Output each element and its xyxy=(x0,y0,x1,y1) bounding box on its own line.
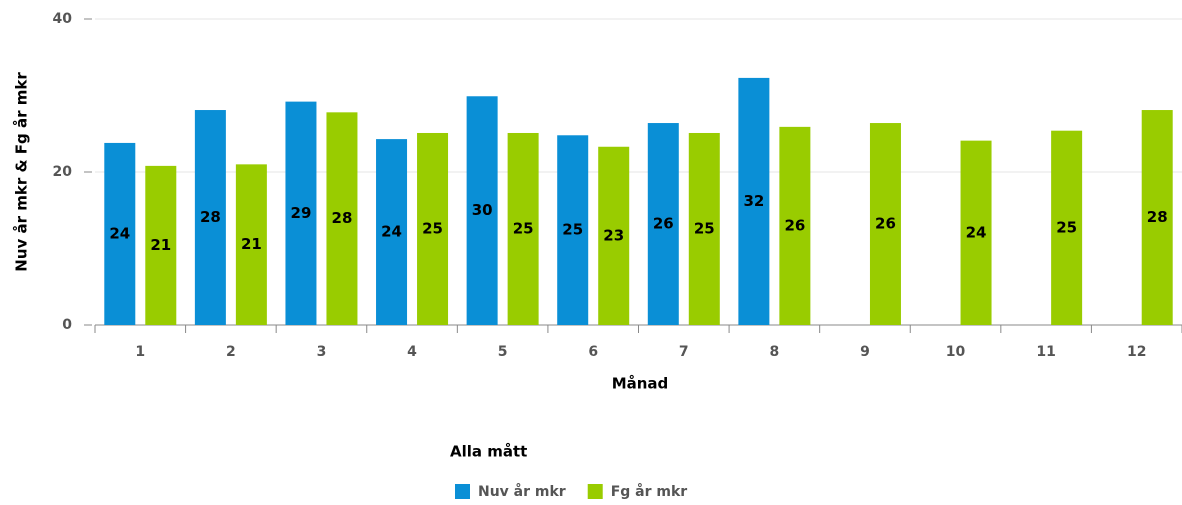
bar xyxy=(376,139,408,325)
data-label: 24 xyxy=(966,223,987,241)
data-label: 25 xyxy=(1056,218,1077,236)
legend-swatch xyxy=(455,484,470,499)
bar xyxy=(1141,110,1173,325)
x-tick-label: 9 xyxy=(860,344,870,360)
data-label: 21 xyxy=(241,235,262,253)
x-tick-label: 6 xyxy=(588,344,598,360)
x-tick-label: 1 xyxy=(135,344,145,360)
data-label: 30 xyxy=(472,201,493,219)
x-tick-label: 4 xyxy=(407,344,417,360)
y-tick-label: 20 xyxy=(53,164,73,180)
bar xyxy=(960,140,992,325)
bar xyxy=(194,110,226,325)
bar xyxy=(598,146,630,325)
data-label: 26 xyxy=(784,216,805,234)
data-label: 24 xyxy=(109,224,130,242)
bar xyxy=(466,96,498,325)
x-tick-label: 3 xyxy=(317,344,327,360)
bar xyxy=(285,101,317,326)
legend-label: Nuv år mkr xyxy=(478,483,566,500)
bar xyxy=(779,126,811,326)
bar xyxy=(1051,130,1083,325)
data-label: 28 xyxy=(1147,208,1168,226)
x-tick-label: 5 xyxy=(498,344,508,360)
bar xyxy=(507,132,539,325)
legend-swatch xyxy=(587,484,603,499)
data-label: 25 xyxy=(513,219,534,237)
data-label: 25 xyxy=(562,221,583,239)
data-label: 25 xyxy=(422,219,443,237)
data-label: 32 xyxy=(743,192,764,210)
x-tick-label: 8 xyxy=(770,344,780,360)
data-label: 29 xyxy=(291,204,312,222)
data-label: 28 xyxy=(332,209,353,227)
data-label: 26 xyxy=(653,215,674,233)
y-tick-label: 40 xyxy=(53,11,73,27)
bar xyxy=(688,132,720,325)
x-tick-label: 10 xyxy=(946,344,966,360)
bar xyxy=(557,135,589,325)
data-label: 21 xyxy=(150,236,171,254)
bar xyxy=(738,77,770,325)
bar xyxy=(417,132,449,325)
y-tick-label: 0 xyxy=(62,317,72,333)
x-tick-label: 7 xyxy=(679,344,689,360)
bar xyxy=(326,112,358,325)
data-label: 25 xyxy=(694,219,715,237)
bar xyxy=(104,142,136,325)
data-label: 28 xyxy=(200,208,221,226)
legend-label: Fg år mkr xyxy=(611,483,688,500)
bar xyxy=(145,165,177,325)
x-tick-label: 12 xyxy=(1127,344,1146,360)
data-label: 23 xyxy=(603,226,624,244)
bar xyxy=(235,164,267,325)
data-label: 26 xyxy=(875,215,896,233)
x-tick-label: 2 xyxy=(226,344,236,360)
legend-title: Alla mått xyxy=(450,443,527,461)
y-axis-title: Nuv år mkr & Fg år mkr xyxy=(13,72,31,272)
bar xyxy=(647,123,679,325)
x-tick-label: 11 xyxy=(1036,344,1055,360)
bar xyxy=(869,123,901,325)
x-axis-title: Månad xyxy=(612,375,669,393)
data-label: 24 xyxy=(381,223,402,241)
